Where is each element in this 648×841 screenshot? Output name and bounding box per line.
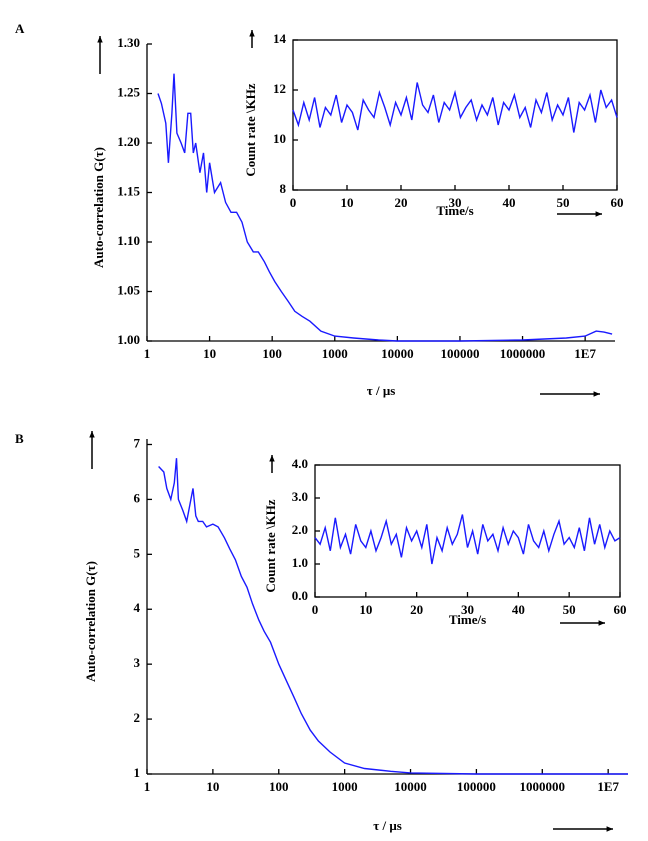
y-tick-label: 1.0 bbox=[292, 555, 308, 570]
x-tick-label: 100 bbox=[269, 779, 289, 794]
plot-frame bbox=[314, 464, 621, 598]
x-tick-label: 1 bbox=[144, 779, 151, 794]
y-tick-label: 3.0 bbox=[292, 489, 308, 504]
x-tick-label: 10 bbox=[359, 602, 372, 617]
y-tick-label: 7 bbox=[134, 435, 141, 450]
y-tick-label: 1.10 bbox=[117, 233, 140, 248]
arrow-head bbox=[598, 620, 605, 626]
x-axis-label: τ / μs bbox=[373, 818, 402, 833]
x-tick-label: 1E7 bbox=[597, 779, 619, 794]
x-tick-label: 1000 bbox=[332, 779, 358, 794]
x-tick-label: 20 bbox=[395, 195, 408, 210]
x-axis-label: Time/s bbox=[449, 612, 486, 627]
y-tick-label: 2.0 bbox=[292, 522, 308, 537]
y-tick-label: 4.0 bbox=[292, 456, 308, 471]
y-tick-label: 1.00 bbox=[117, 332, 140, 347]
y-tick-label: 12 bbox=[273, 81, 286, 96]
y-tick-label: 5 bbox=[134, 545, 141, 560]
x-tick-label: 50 bbox=[563, 602, 576, 617]
data-line bbox=[292, 82, 618, 133]
x-tick-label: 0 bbox=[290, 195, 297, 210]
y-axis-label: Auto-correlation G(τ) bbox=[91, 147, 106, 268]
y-tick-label: 1.20 bbox=[117, 134, 140, 149]
data-line bbox=[314, 514, 621, 565]
x-tick-label: 1000000 bbox=[520, 779, 566, 794]
x-tick-label: 50 bbox=[557, 195, 570, 210]
x-tick-label: 1000 bbox=[322, 346, 348, 361]
x-tick-label: 0 bbox=[312, 602, 319, 617]
x-tick-label: 40 bbox=[503, 195, 516, 210]
y-tick-label: 3 bbox=[134, 655, 141, 670]
panel-label: A bbox=[15, 21, 25, 36]
y-axis-label: Auto-correlation G(τ) bbox=[83, 561, 98, 682]
arrow-head bbox=[97, 36, 103, 43]
arrow-head bbox=[89, 431, 95, 438]
x-tick-label: 1 bbox=[144, 346, 151, 361]
x-tick-label: 100000 bbox=[440, 346, 479, 361]
x-tick-label: 40 bbox=[512, 602, 525, 617]
x-tick-label: 10 bbox=[206, 779, 219, 794]
x-tick-label: 10 bbox=[203, 346, 216, 361]
x-tick-label: 30 bbox=[449, 195, 462, 210]
x-tick-label: 10 bbox=[341, 195, 354, 210]
x-tick-label: 10000 bbox=[381, 346, 414, 361]
y-tick-label: 8 bbox=[280, 181, 287, 196]
y-tick-label: 6 bbox=[134, 490, 141, 505]
arrow-head bbox=[593, 391, 600, 397]
y-tick-label: 1.05 bbox=[117, 282, 140, 297]
y-tick-label: 4 bbox=[134, 600, 141, 615]
data-line bbox=[158, 458, 628, 775]
y-tick-label: 2 bbox=[134, 710, 141, 725]
y-axis-label: Count rate \KHz bbox=[243, 83, 258, 176]
x-tick-label: 10000 bbox=[394, 779, 427, 794]
x-tick-label: 1E7 bbox=[574, 346, 596, 361]
arrow-head bbox=[269, 455, 275, 462]
y-tick-label: 10 bbox=[273, 131, 286, 146]
x-tick-label: 20 bbox=[410, 602, 423, 617]
x-tick-label: 30 bbox=[461, 602, 474, 617]
arrow-head bbox=[595, 211, 602, 217]
y-tick-label: 1.30 bbox=[117, 35, 140, 50]
data-line bbox=[157, 73, 613, 342]
x-tick-label: 60 bbox=[614, 602, 627, 617]
y-tick-label: 1.15 bbox=[117, 183, 140, 198]
x-tick-label: 100 bbox=[262, 346, 282, 361]
y-tick-label: 1 bbox=[134, 765, 141, 780]
panel-label: B bbox=[15, 431, 24, 446]
y-tick-label: 1.25 bbox=[117, 84, 140, 99]
y-axis-label: Count rate \KHz bbox=[263, 499, 278, 592]
y-tick-label: 14 bbox=[273, 31, 287, 46]
x-axis-label: Time/s bbox=[436, 203, 473, 218]
x-tick-label: 60 bbox=[611, 195, 624, 210]
plot-frame bbox=[292, 39, 618, 191]
arrow-head bbox=[249, 30, 255, 37]
x-tick-label: 1000000 bbox=[500, 346, 546, 361]
y-tick-label: 0.0 bbox=[292, 588, 308, 603]
x-tick-label: 100000 bbox=[457, 779, 496, 794]
x-axis-label: τ / μs bbox=[367, 383, 396, 398]
arrow-head bbox=[606, 826, 613, 832]
